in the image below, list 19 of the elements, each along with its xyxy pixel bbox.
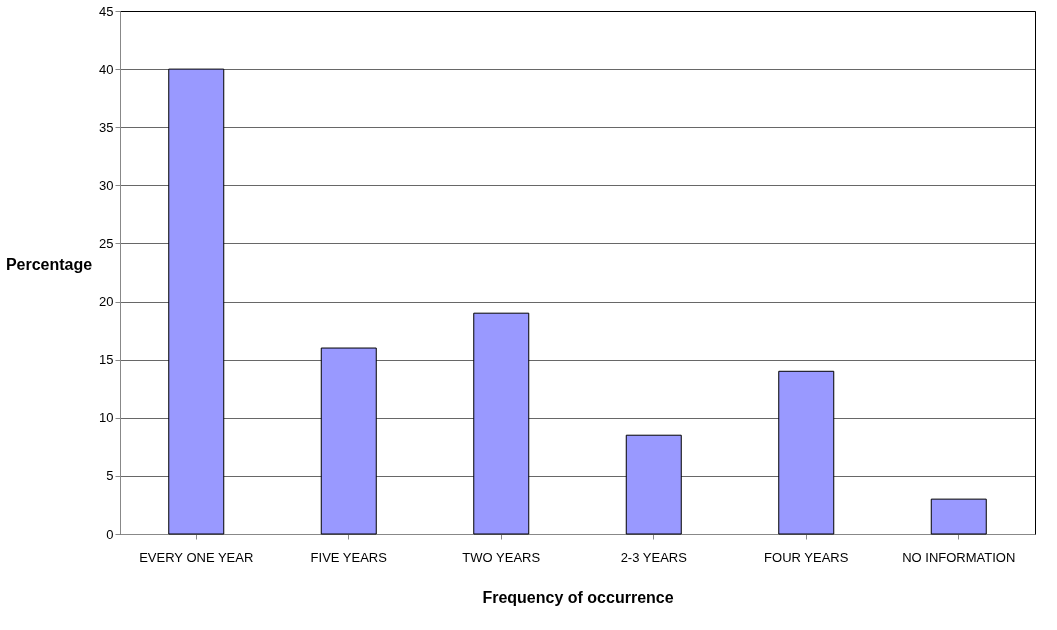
- y-tick-label: 40: [99, 61, 114, 77]
- x-tick-label: FIVE YEARS: [310, 549, 388, 565]
- y-tick-label: 15: [99, 352, 114, 368]
- y-tick-label: 25: [99, 235, 114, 251]
- x-tick-label: 2-3 YEARS: [620, 549, 688, 565]
- y-tick-label: 20: [99, 294, 114, 310]
- x-tick-label: EVERY ONE YEAR: [139, 549, 254, 565]
- bar: [930, 498, 987, 535]
- y-tick-label: 30: [99, 177, 114, 193]
- x-tick-label: NO INFORMATION: [902, 549, 1016, 565]
- y-tick-label: 5: [106, 468, 114, 484]
- x-tick-label: TWO YEARS: [462, 549, 541, 565]
- y-tick-label: 35: [99, 119, 114, 135]
- x-tick-label: FOUR YEARS: [764, 549, 849, 565]
- x-axis-title: Frequency of occurrence: [482, 588, 674, 606]
- y-tick-label: 10: [99, 410, 114, 426]
- y-axis-title: Percentage: [5, 256, 93, 273]
- y-tick-label: 0: [106, 526, 114, 542]
- y-tick-label: 45: [99, 3, 114, 19]
